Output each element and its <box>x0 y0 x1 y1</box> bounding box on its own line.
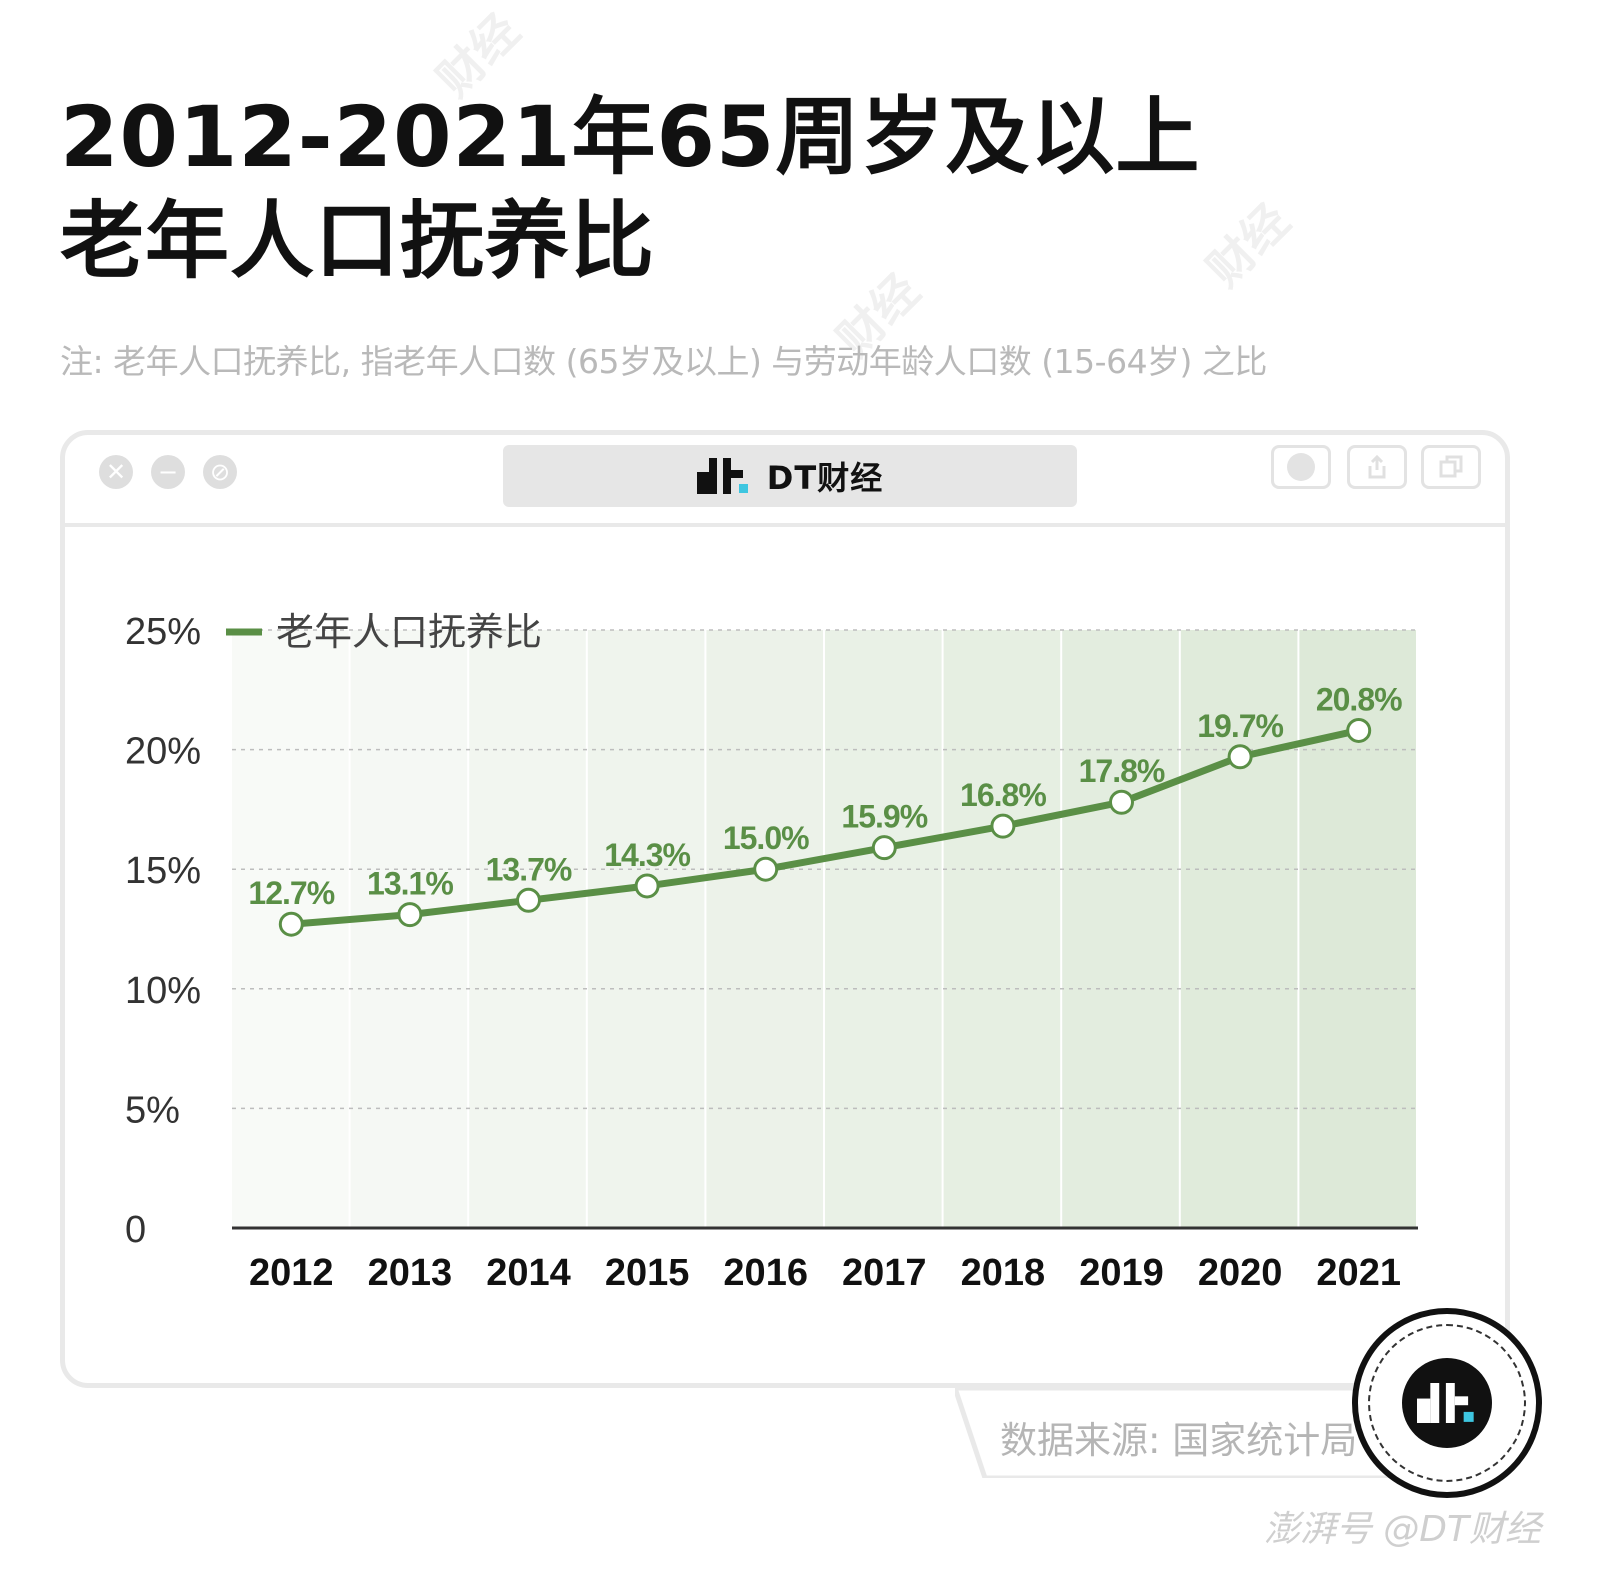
data-point <box>990 813 1016 839</box>
source-tab <box>955 1388 1395 1478</box>
data-label: 13.7% <box>486 851 572 887</box>
y-tick-label: 25% <box>125 611 201 653</box>
x-tick-label: 2013 <box>368 1252 453 1294</box>
close-icon[interactable]: ✕ <box>99 455 133 489</box>
y-tick-label: 20% <box>125 731 201 773</box>
data-point <box>871 835 897 861</box>
data-label: 14.3% <box>604 837 690 873</box>
x-tick-label: 2021 <box>1316 1252 1401 1294</box>
data-label: 13.1% <box>367 866 453 902</box>
footer-watermark: 澎湃号 @DT财经 <box>1263 1509 1541 1550</box>
data-point <box>1109 789 1134 815</box>
x-tick-label: 2017 <box>842 1252 927 1294</box>
x-tick-label: 2020 <box>1198 1252 1283 1294</box>
badge-ring <box>1368 1324 1526 1482</box>
data-point <box>1346 717 1372 743</box>
x-tick-label: 2012 <box>249 1252 334 1294</box>
plot-band <box>943 630 1061 1228</box>
x-tick-label: 2014 <box>486 1252 571 1294</box>
dt-badge <box>1352 1308 1542 1498</box>
data-label: 20.8% <box>1316 681 1402 717</box>
y-tick-label: 15% <box>125 850 201 892</box>
x-tick-label: 2016 <box>723 1252 808 1294</box>
plot-band <box>706 630 823 1228</box>
data-label: 12.7% <box>248 875 334 911</box>
chart-note: 注: 老年人口抚养比, 指老年人口数 (65岁及以上) 与劳动年龄人口数 (15… <box>60 342 1267 381</box>
plot-band <box>587 630 705 1228</box>
dt-logo-icon <box>696 458 748 494</box>
data-point <box>278 911 304 937</box>
data-label: 15.9% <box>841 799 927 835</box>
data-point <box>397 902 423 928</box>
source-label: 数据来源: 国家统计局 <box>1000 1419 1358 1462</box>
plot-band <box>1180 630 1298 1228</box>
data-label: 17.8% <box>1079 753 1165 789</box>
brand-label: DT财经 <box>766 459 884 497</box>
plot-band <box>825 630 942 1228</box>
window-title-bar: ✕ − ⊘ DT财经 <box>65 435 1505 527</box>
copy-icon[interactable] <box>1421 445 1481 489</box>
data-point <box>634 873 660 899</box>
x-tick-label: 2015 <box>605 1252 690 1294</box>
title-line-1: 2012-2021年65周岁及以上 <box>60 88 1201 186</box>
plot-band <box>350 630 468 1228</box>
x-tick-label: 2019 <box>1079 1252 1164 1294</box>
expand-icon[interactable]: ⊘ <box>203 455 237 489</box>
data-label: 16.8% <box>960 777 1046 813</box>
data-label: 15.0% <box>723 820 809 856</box>
dt-logo-icon <box>1402 1358 1492 1448</box>
address-bar[interactable]: DT财经 <box>503 445 1077 507</box>
y-tick-label: 10% <box>125 970 201 1012</box>
page-title: 2012-2021年65周岁及以上 老年人口抚养比 <box>60 85 1200 293</box>
series-line <box>287 726 1363 928</box>
title-line-2: 老年人口抚养比 <box>60 192 656 290</box>
x-tick-label: 2018 <box>961 1252 1046 1294</box>
minimize-icon[interactable]: − <box>151 455 185 489</box>
data-point <box>753 856 779 882</box>
plot-band <box>1062 630 1179 1228</box>
record-icon[interactable] <box>1271 445 1331 489</box>
legend-label: 老年人口抚养比 <box>276 610 542 654</box>
data-point <box>516 887 541 913</box>
data-label: 19.7% <box>1197 708 1283 744</box>
y-tick-label: 0 <box>125 1209 146 1251</box>
y-tick-label: 5% <box>125 1089 180 1131</box>
data-point <box>1227 744 1253 770</box>
plot-band <box>469 630 586 1228</box>
share-icon[interactable] <box>1347 445 1407 489</box>
